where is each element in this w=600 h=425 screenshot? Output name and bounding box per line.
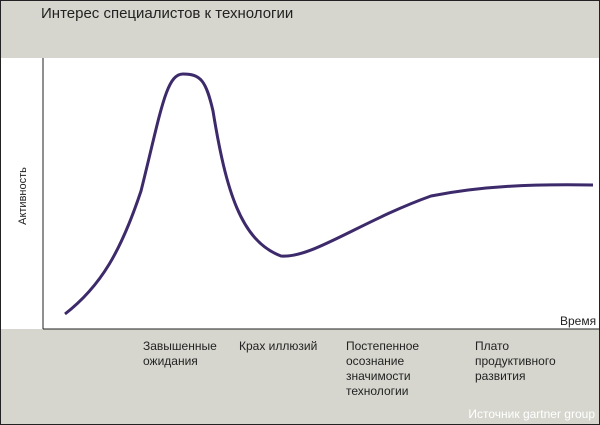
phase-line: осознание — [346, 354, 405, 368]
header-band — [1, 1, 599, 58]
phase-line: продуктивного — [475, 354, 556, 368]
source: Источник gartner group — [468, 407, 595, 421]
y-axis-label: Активность — [17, 167, 29, 225]
phase-line: значимости — [346, 369, 411, 383]
phase-line: Крах иллюзий — [239, 339, 318, 353]
hype-curve — [64, 72, 594, 316]
phase-label: Крах иллюзий — [239, 339, 317, 354]
title: Интерес специалистов к технологии — [41, 5, 294, 22]
phase-line: развития — [475, 369, 526, 383]
phase-line: Завышенные — [143, 339, 217, 353]
phase-label: Завышенные ожидания — [143, 339, 217, 369]
phase-label: Плато продуктивного развития — [475, 339, 556, 384]
phase-label: Постепенное осознание значимости технологии — [346, 339, 419, 399]
phase-line: Постепенное — [346, 339, 420, 353]
phase-line: Плато — [475, 339, 510, 353]
phase-line: ожидания — [143, 354, 198, 368]
x-axis-label: Время — [560, 314, 597, 328]
phase-line: технологии — [346, 384, 409, 398]
footer-band — [1, 329, 599, 424]
